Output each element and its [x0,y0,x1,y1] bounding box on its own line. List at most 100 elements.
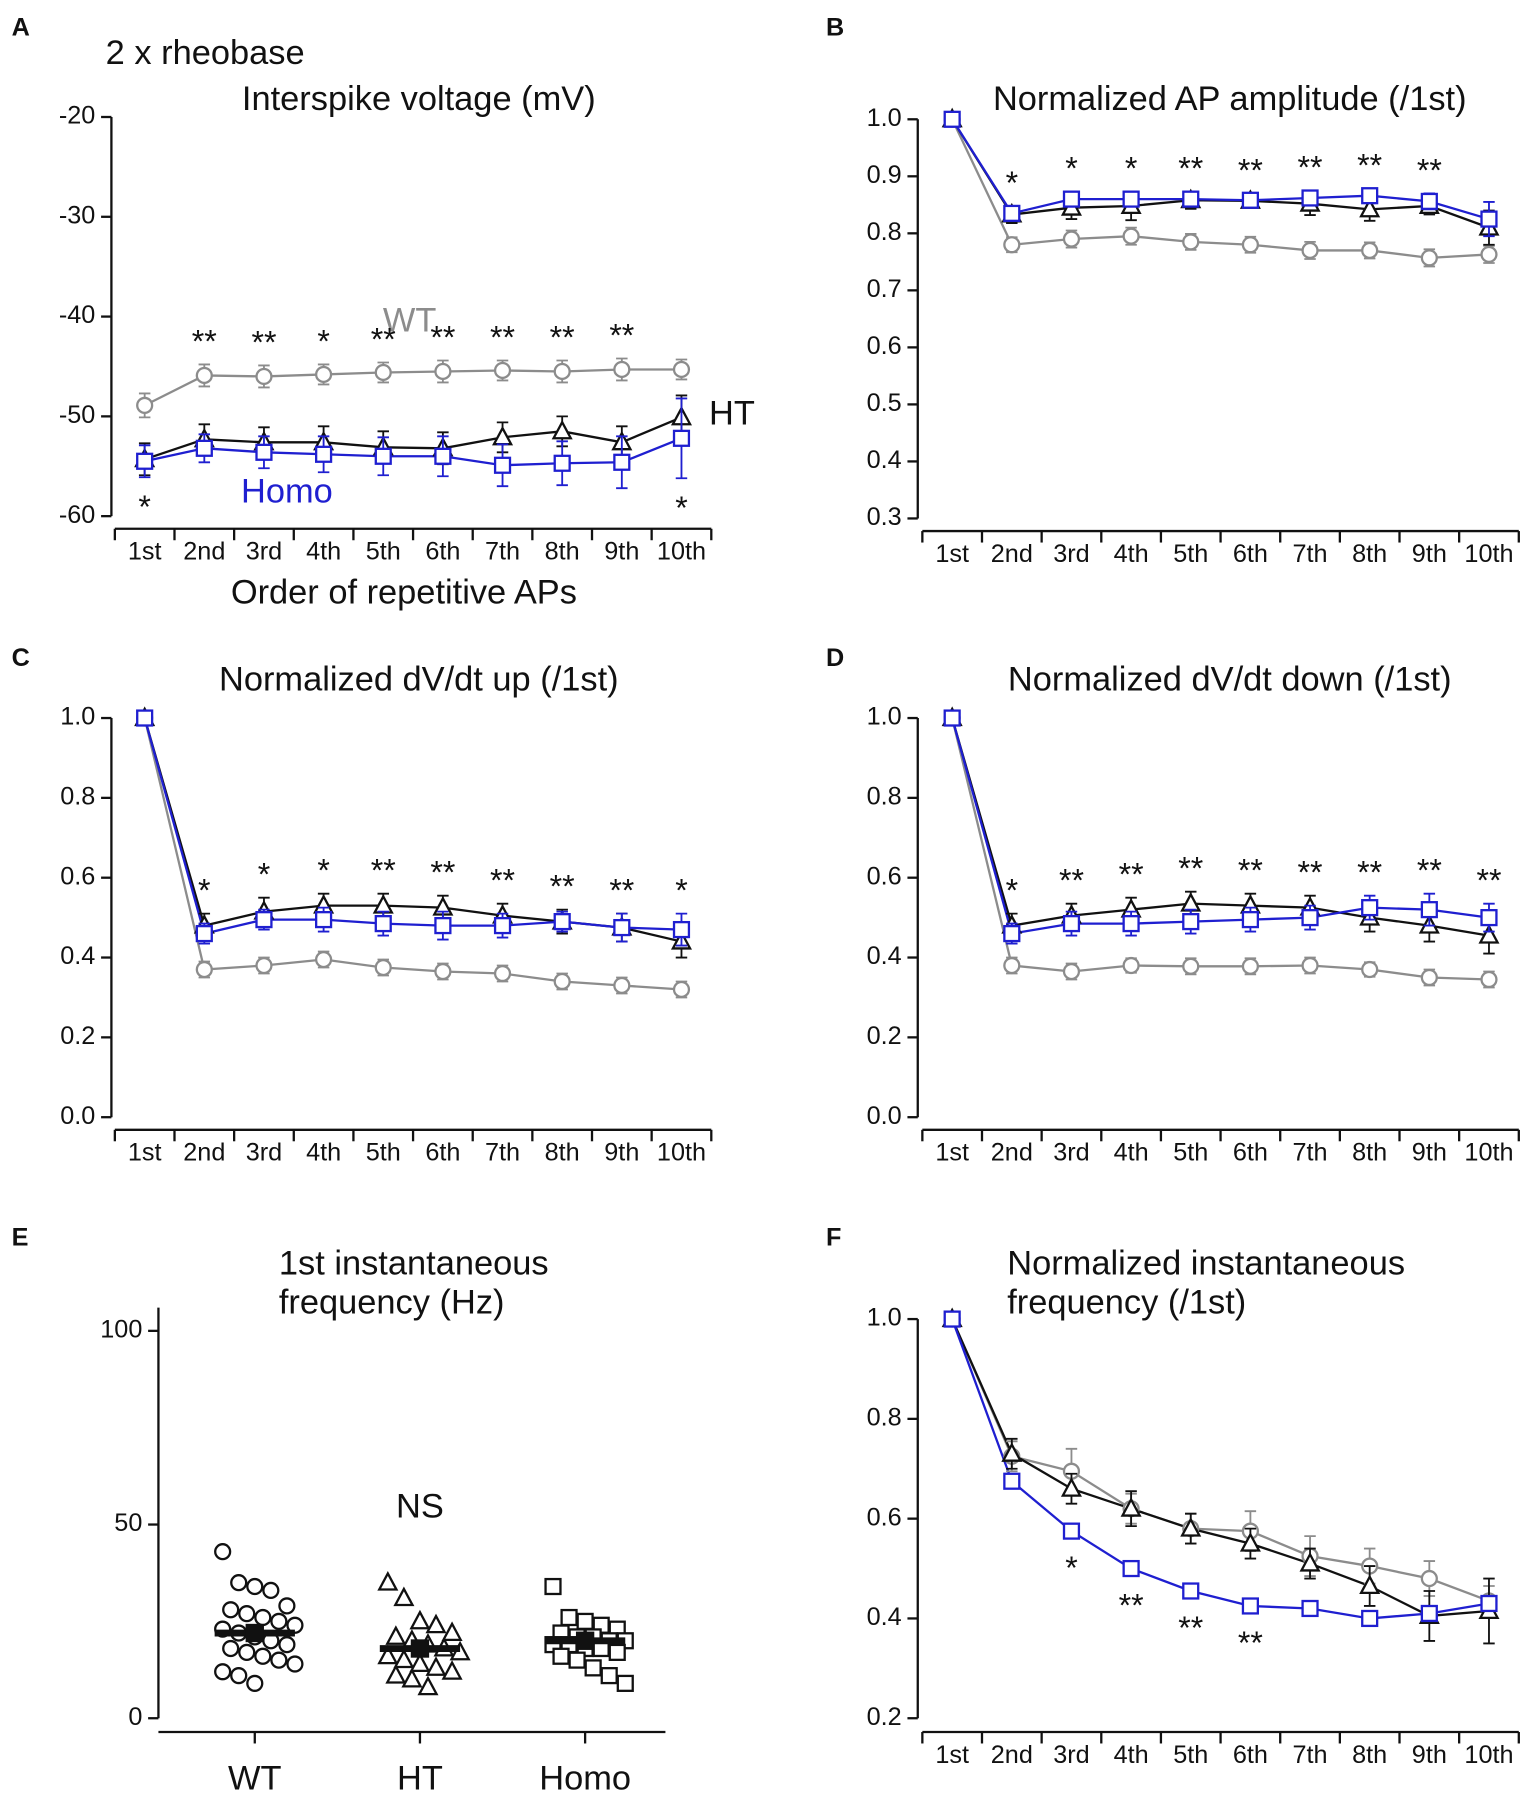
marker [1480,1594,1498,1613]
significance: ** [1417,853,1442,889]
significance: * [1006,872,1019,908]
series-line [951,1318,1490,1620]
x-tick-label: 1st [128,538,162,566]
marker [401,1667,423,1688]
marker [1361,241,1379,260]
marker [1361,187,1379,205]
x-tick-label: 4th [1114,540,1149,568]
x-tick-label: 1st [935,540,969,568]
series-line [951,1318,1490,1603]
significance: ** [1476,862,1501,898]
y-tick-label: 0.4 [867,1603,902,1631]
marker [262,1581,280,1600]
x-tick-label: 2nd [991,1741,1033,1769]
x-tick-label: HT [397,1759,443,1797]
significance: ** [1119,856,1144,892]
marker [672,980,691,999]
significance: ** [1178,151,1203,187]
marker [672,360,691,379]
y-tick-label: 1.0 [867,1304,902,1332]
marker [425,1656,447,1676]
marker [1241,191,1259,209]
marker [1122,956,1140,975]
marker [441,1660,463,1680]
y-tick-label: 0.6 [60,862,95,890]
significance: ** [1357,148,1382,184]
marker [246,1577,264,1596]
marker [1241,911,1259,929]
y-tick-label: 0 [128,1703,142,1731]
marker [1241,236,1259,254]
y-tick-label: 0.0 [867,1102,902,1130]
marker [195,366,213,385]
marker [672,429,691,447]
marker [409,1652,431,1673]
y-tick-label: 0.4 [867,446,902,474]
marker [943,709,961,727]
significance: * [258,856,271,892]
panel-letter: D [826,644,844,672]
x-tick-label: 4th [306,538,341,566]
marker [278,1597,296,1615]
significance: ** [1178,851,1203,887]
marker [286,1655,304,1673]
x-tick-label: 10th [1464,540,1513,568]
marker [1180,1517,1202,1537]
marker [1122,1559,1140,1578]
series-line [144,368,682,407]
marker [434,447,452,465]
x-tick-label: 3rd [1053,1741,1089,1769]
marker [1001,1442,1023,1462]
marker [493,916,512,935]
marker [1420,192,1438,211]
y-tick-label: 0.8 [60,783,95,811]
marker [576,1612,594,1630]
series-line [951,717,1490,981]
x-tick-label: 3rd [1053,1139,1089,1167]
marker [1480,909,1498,927]
series-label: WT [383,301,437,339]
marker [214,1543,232,1561]
x-tick-label: 4th [1114,1741,1149,1769]
marker [552,1647,570,1665]
x-tick-label: 9th [1412,1139,1447,1167]
marker [425,1613,447,1634]
marker [136,396,154,414]
marker [315,911,333,929]
x-tick-label: 6th [425,538,460,566]
marker [434,362,452,381]
marker [1361,960,1379,979]
marker [1301,909,1319,927]
panel-letter: B [826,13,844,41]
chart-title: Interspike voltage (mV) [242,80,596,118]
marker [493,456,512,474]
x-tick-label: 10th [657,1139,706,1167]
y-tick-label: 1.0 [867,703,902,731]
marker [943,1310,961,1328]
marker [393,1586,415,1607]
x-tick-label: 9th [1412,540,1447,568]
marker [1182,190,1200,208]
y-tick-label: 0.0 [60,1102,95,1130]
significance: ** [1119,1588,1144,1624]
series-line [951,118,1490,229]
marker [1299,1551,1321,1572]
x-tick-label: 10th [1464,1139,1513,1167]
marker [230,1667,248,1685]
marker [255,443,273,461]
marker [441,1621,463,1642]
significance: ** [550,319,575,355]
marker [1480,970,1498,989]
x-tick-label: 6th [1233,1741,1268,1769]
x-tick-label: 8th [1352,1741,1387,1769]
marker [270,1612,288,1630]
marker [195,960,213,979]
marker [1060,1477,1082,1497]
x-tick-label: 8th [1352,1139,1387,1167]
mean-marker [245,1623,264,1643]
marker [613,976,631,995]
marker [600,1667,618,1685]
series-line [951,118,1490,221]
series-label: Homo [241,472,333,510]
